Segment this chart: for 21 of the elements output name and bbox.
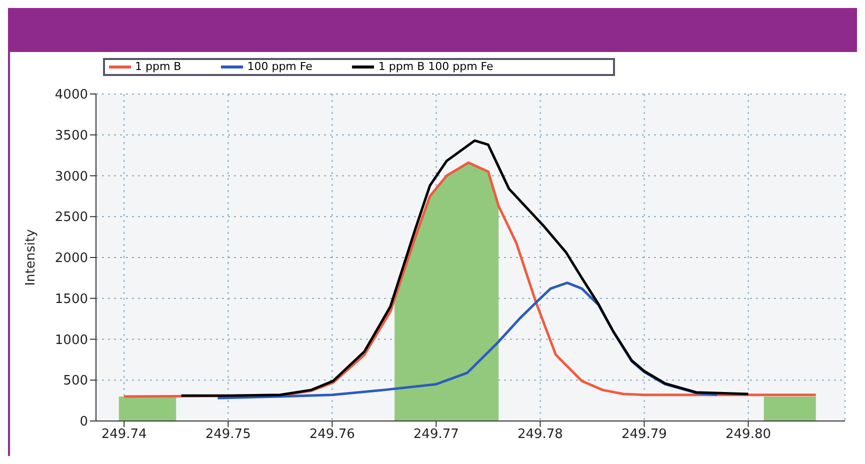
y-tick-label: 1000 <box>54 332 88 348</box>
x-tick-label: 249.80 <box>726 427 772 442</box>
y-tick-label: 4000 <box>54 88 88 103</box>
legend-label: 1 ppm B 100 ppm Fe <box>378 60 494 73</box>
y-tick-label: 2500 <box>54 210 88 226</box>
x-tick-label: 249.78 <box>517 427 563 442</box>
y-axis-title: Intensity <box>24 228 39 286</box>
y-tick-label: 500 <box>63 374 88 389</box>
x-tick-label: 249.75 <box>205 427 251 442</box>
x-tick-label: 249.74 <box>101 427 147 442</box>
line-series <box>180 139 750 397</box>
legend-label: 1 ppm B <box>135 60 182 73</box>
y-tick-label: 3000 <box>54 169 88 184</box>
x-tick-label: 249.77 <box>413 427 459 442</box>
legend-label: 100 ppm Fe <box>247 60 312 73</box>
y-tick-label: 2000 <box>54 251 88 266</box>
y-tick-label: 3500 <box>54 128 88 144</box>
y-tick-label: 1500 <box>54 292 88 307</box>
y-tick-label: 0 <box>80 414 88 430</box>
x-tick-label: 249.79 <box>621 427 667 442</box>
x-tick-label: 249.76 <box>309 427 355 442</box>
